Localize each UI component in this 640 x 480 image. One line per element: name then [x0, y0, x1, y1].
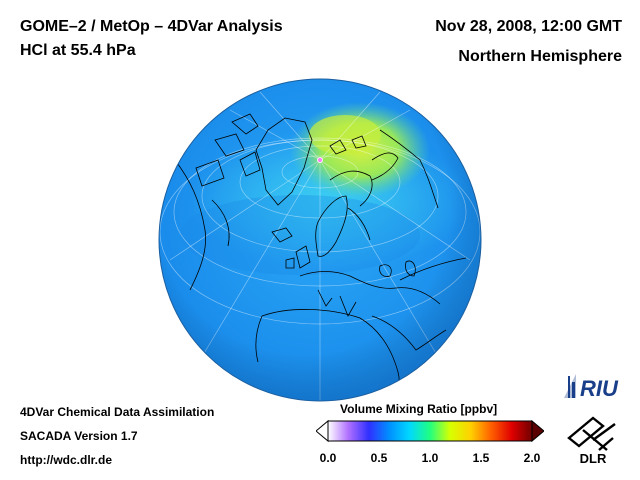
colorbar-gradient: [327, 420, 533, 442]
riu-logo-text: RIU: [580, 376, 619, 401]
riu-logo: RIU: [564, 374, 619, 401]
colorbar-title: Volume Mixing Ratio [ppbv]: [340, 402, 498, 416]
dlr-logo: DLR: [567, 416, 616, 466]
title-species: HCl at 55.4 hPa: [20, 42, 136, 59]
footer-url[interactable]: http://wdc.dlr.de: [20, 453, 112, 467]
dlr-logo-mark: [567, 416, 616, 451]
footer-line1: 4DVar Chemical Data Assimilation: [20, 405, 215, 419]
colorbar-low-arrow: [316, 419, 329, 443]
colorbar-tick-label: 2.0: [523, 451, 541, 465]
riu-logo-bar: [568, 376, 570, 398]
region-label: Northern Hemisphere: [458, 48, 622, 65]
dlr-logo-text: DLR: [580, 451, 607, 466]
colorbar-tick-label: 0.0: [319, 451, 337, 465]
colorbar-tick-label: 1.5: [472, 451, 490, 465]
colorbar-high-arrow: [531, 419, 544, 443]
globe-outline: [158, 78, 482, 402]
riu-logo-mark: [564, 374, 576, 398]
globe-shade: [159, 79, 481, 401]
date-label: Nov 28, 2008, 12:00 GMT: [435, 18, 622, 35]
footer-line2: SACADA Version 1.7: [20, 429, 138, 443]
title-instrument: GOME–2 / MetOp – 4DVar Analysis: [20, 18, 283, 35]
colorbar-tick-label: 0.5: [370, 451, 388, 465]
riu-logo-bar: [572, 382, 575, 398]
colorbar: [316, 419, 544, 443]
colorbar-tick-label: 1.0: [421, 451, 439, 465]
